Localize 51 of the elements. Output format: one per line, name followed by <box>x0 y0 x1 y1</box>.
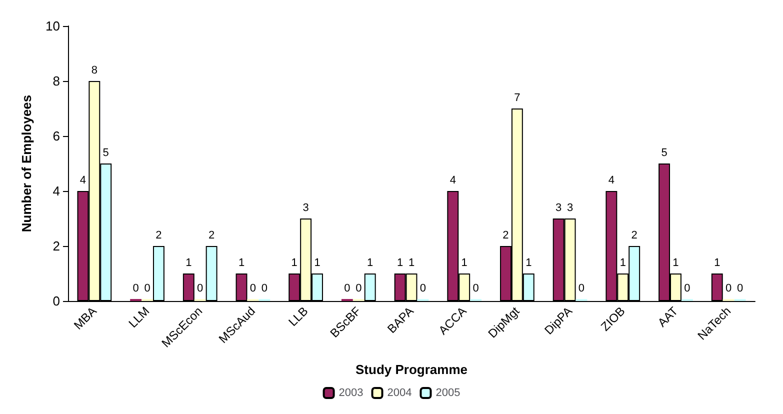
y-tick-label: 2 <box>52 238 60 254</box>
data-label: 1 <box>314 257 320 269</box>
data-label: 1 <box>461 257 468 269</box>
data-label: 1 <box>408 257 415 269</box>
data-label: 8 <box>91 64 98 76</box>
data-label: 4 <box>450 174 456 186</box>
data-label: 2 <box>208 230 215 242</box>
data-label: 5 <box>661 147 668 159</box>
data-label: 0 <box>197 282 204 294</box>
data-label: 3 <box>566 202 574 214</box>
x-tick-label: LLB <box>286 304 311 330</box>
x-axis-title: Study Programme <box>356 362 468 377</box>
data-label: 2 <box>631 230 638 242</box>
y-tick-label: 10 <box>46 18 60 34</box>
y-axis-title: Number of Employees <box>19 94 34 232</box>
data-label: 1 <box>714 257 720 269</box>
data-label: 2 <box>156 230 162 242</box>
data-label: 0 <box>420 282 426 294</box>
y-tick-label: 8 <box>52 74 60 88</box>
data-label: 7 <box>514 92 520 104</box>
data-label: 0 <box>684 282 690 294</box>
y-tick-label: 6 <box>52 128 60 144</box>
data-label: 1 <box>672 257 679 269</box>
data-label: 1 <box>367 257 374 269</box>
data-label: 1 <box>620 257 626 269</box>
data-label: 0 <box>261 282 268 294</box>
data-label: 5 <box>102 147 109 159</box>
legend-label: 2003 <box>338 387 364 399</box>
data-label: 0 <box>726 282 732 294</box>
data-label: 1 <box>396 257 404 269</box>
legend-label: 2005 <box>436 387 460 399</box>
data-label: 4 <box>80 174 86 186</box>
data-label: 0 <box>250 282 256 294</box>
data-label: 4 <box>608 174 614 186</box>
y-tick-label: 4 <box>52 184 60 198</box>
data-label: 0 <box>356 282 362 294</box>
data-label: 3 <box>556 202 562 214</box>
data-label: 3 <box>302 202 309 214</box>
data-label: 1 <box>186 257 192 269</box>
legend-label: 2004 <box>387 387 412 399</box>
data-label: 2 <box>502 230 509 242</box>
data-label: 0 <box>736 282 744 294</box>
data-label: 0 <box>132 282 139 294</box>
data-label: 1 <box>238 257 245 269</box>
data-label: 1 <box>291 257 298 269</box>
data-label: 1 <box>526 257 532 269</box>
y-tick-label: 0 <box>52 294 60 308</box>
data-label: 0 <box>144 282 150 294</box>
data-label: 0 <box>578 282 585 294</box>
data-label: 0 <box>472 282 479 294</box>
data-label: 0 <box>344 282 350 294</box>
